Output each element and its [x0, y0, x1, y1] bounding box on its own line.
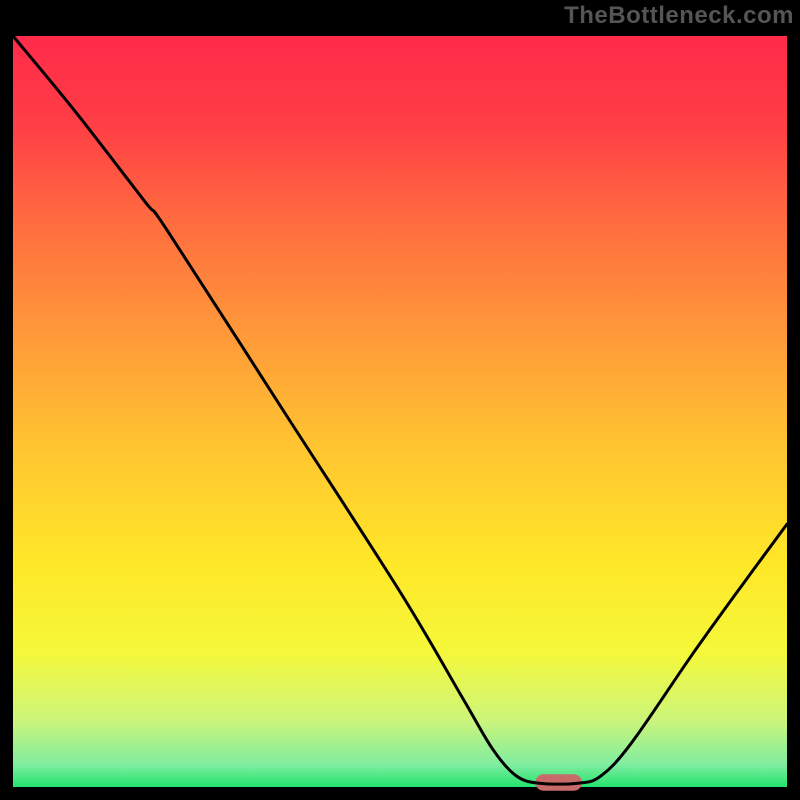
- chart-stage: TheBottleneck.com: [0, 0, 800, 800]
- plot-background: [13, 36, 787, 787]
- watermark-text: TheBottleneck.com: [564, 2, 794, 30]
- bottleneck-chart-svg: [0, 0, 800, 800]
